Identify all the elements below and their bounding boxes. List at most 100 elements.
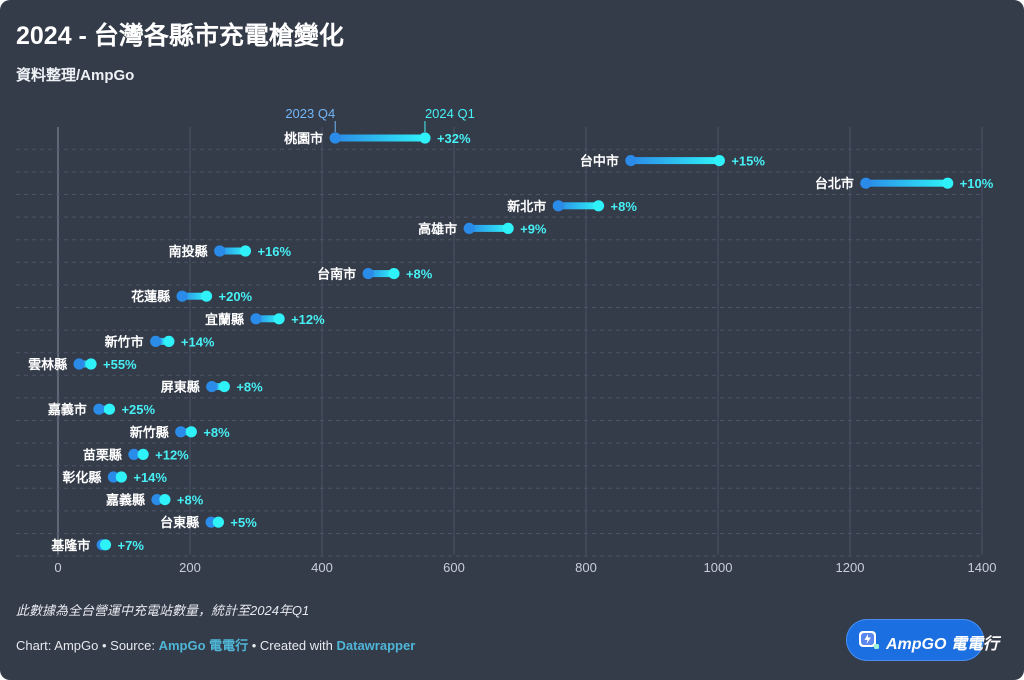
end-dot [159,494,171,506]
range-bar [182,292,207,300]
start-dot [250,313,262,325]
source-link[interactable]: AmpGo 電電行 [158,638,249,653]
end-dot [212,516,224,528]
chart-row: 嘉義市 +25% [47,402,156,417]
chart-row: 高雄市 +9% [418,221,547,236]
end-dot [592,200,605,212]
datawrapper-link[interactable]: Datawrapper [336,638,416,653]
row-label: 新北市 [507,199,546,214]
change-label: +8% [177,493,204,508]
chart-row: 基隆市 +7% [50,538,144,553]
row-label: 台北市 [815,176,854,191]
end-dot [239,245,252,257]
end-dot [115,471,127,483]
change-label: +14% [133,470,167,485]
range-bar [155,337,169,345]
end-dot [419,132,431,144]
range-bar [630,157,720,165]
change-label: +20% [219,289,253,304]
range-bar [211,383,225,391]
row-label: 嘉義縣 [105,493,145,508]
row-label: 南投縣 [169,244,208,259]
chart-row: 新竹縣 +8% [130,425,230,440]
start-dot [329,132,341,144]
dot-range-chart: 0 200 400 600 800 1000 1200 1400 2023 Q4 2024 Q1… [16,106,996,575]
chart-row: 台南市 +8% [317,267,433,282]
change-label: +9% [520,221,547,236]
end-dot [185,426,197,438]
x-tick-label: 1000 [704,560,733,575]
change-label: +32% [437,131,471,146]
x-tick-label: 800 [575,560,597,575]
row-label: 苗栗縣 [83,447,122,462]
range-bar [219,247,246,255]
change-label: +12% [291,312,325,327]
start-dot [128,448,140,460]
chart-row: 屏東縣 +8% [161,380,263,395]
chart-row: 彰化縣 +14% [62,470,167,485]
range-bar [79,360,91,368]
start-dot [463,222,475,234]
end-dot [163,335,175,347]
row-label: 台中市 [580,154,619,169]
row-label: 台東縣 [160,515,199,530]
chart-row: 桃園市 +32% [284,131,471,146]
rows: 桃園市 +32% 台中市 +15% 台北市 +10% 新北市 +8% 高雄市 +9% 南投縣 +16%… [28,131,994,553]
row-label: 台南市 [317,267,356,282]
change-label: +8% [406,267,433,282]
page-title: 2024 - 台灣各縣市充電槍變化 [16,22,344,50]
change-label: +8% [203,425,230,440]
chart-row: 花蓮縣 +20% [131,289,252,304]
row-label: 屏東縣 [161,380,200,395]
end-dot [388,268,400,280]
legend: 2023 Q4 2024 Q1 [285,106,475,132]
range-bar [368,270,394,278]
chart-row: 新竹市 +14% [105,334,215,349]
change-label: +7% [118,538,145,553]
end-dot [273,313,285,325]
end-dot [85,358,97,370]
chart-row: 嘉義縣 +8% [105,493,204,508]
start-dot [860,177,872,189]
chart-row: 苗栗縣 +12% [83,447,189,462]
end-dot [713,155,725,167]
ev-charger-icon [859,631,879,649]
start-dot [107,471,120,483]
change-label: +15% [731,154,765,169]
grid [16,127,984,557]
start-dot [552,200,564,212]
row-label: 彰化縣 [62,470,101,485]
change-label: +14% [181,334,215,349]
x-tick-label: 0 [54,560,61,575]
chart-row: 台東縣 +5% [160,515,257,530]
badge-label: AmpGO 電電行 [886,636,999,653]
x-tick-label: 200 [179,560,201,575]
row-label: 新竹縣 [130,425,169,440]
created-with-text: • Created with [248,638,337,653]
change-label: +10% [960,176,994,191]
row-label: 新竹市 [105,334,144,349]
start-dot [175,426,187,438]
footnote: 此數據為全台營運中充電站數量，統計至2024年Q1 [16,603,310,618]
chart-row: 台中市 +15% [580,154,766,169]
end-dot [99,539,112,551]
x-tick-label: 1200 [836,560,865,575]
chart-row: 宜蘭縣 +12% [205,312,325,327]
x-tick-label: 600 [443,560,465,575]
x-axis: 0 200 400 600 800 1000 1200 1400 [54,560,996,575]
change-label: +25% [121,402,155,417]
range-bar [558,202,599,210]
chart-row: 台北市 +10% [815,176,994,191]
start-dot [214,245,226,257]
row-label: 花蓮縣 [131,289,170,304]
start-dot [362,268,374,280]
change-label: +55% [103,357,137,372]
end-dot [103,403,116,415]
row-label: 宜蘭縣 [205,312,244,327]
start-dot [151,494,163,506]
range-bar [865,179,948,187]
row-label: 嘉義市 [47,402,87,417]
ampgo-badge[interactable]: AmpGO 電電行 [846,619,999,661]
range-bar [469,224,509,232]
